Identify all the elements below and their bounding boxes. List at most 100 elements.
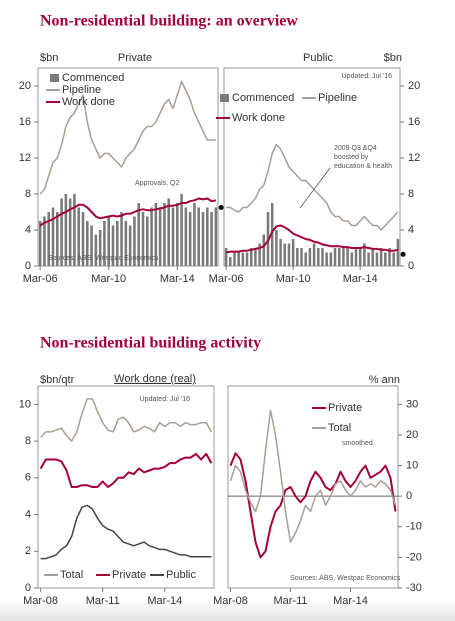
note: Updated: Jul '16 bbox=[342, 73, 392, 80]
series-line bbox=[225, 224, 399, 254]
bar bbox=[171, 207, 175, 266]
bar bbox=[388, 248, 391, 266]
source-note: Sources: ABS, Westpac Economics bbox=[48, 255, 159, 262]
bar bbox=[275, 230, 278, 266]
x-tick-label: Mar-14 bbox=[160, 273, 195, 285]
bar bbox=[210, 212, 213, 266]
bar bbox=[51, 207, 55, 266]
bar bbox=[116, 221, 119, 266]
y-tick-label: 10 bbox=[406, 459, 418, 471]
legend-swatch bbox=[220, 94, 229, 102]
bar bbox=[325, 252, 328, 266]
y-axis-label: $bn bbox=[40, 52, 58, 64]
bar bbox=[141, 212, 145, 266]
bar bbox=[329, 252, 333, 266]
annotation: Approvals, Q2 bbox=[135, 180, 179, 187]
y-tick-label: 0 bbox=[406, 490, 412, 502]
annotation: 2009 Q3 &Q4 bbox=[334, 145, 377, 152]
bar bbox=[77, 207, 80, 266]
bar bbox=[262, 234, 266, 266]
y-tick-label: -10 bbox=[406, 521, 422, 533]
bar bbox=[249, 248, 253, 266]
legend-label: Private bbox=[112, 569, 146, 581]
y-axis-label: % ann bbox=[369, 374, 400, 386]
panel-title: Work done (real) bbox=[114, 373, 196, 385]
bar bbox=[167, 198, 170, 266]
bar bbox=[287, 243, 291, 266]
bar bbox=[43, 216, 46, 266]
y-tick-label: 0 bbox=[25, 260, 31, 272]
legend-label: Work done bbox=[62, 96, 115, 108]
y-tick-label: 4 bbox=[25, 224, 31, 236]
series-line bbox=[229, 452, 397, 559]
bar bbox=[214, 207, 218, 266]
bar bbox=[146, 216, 149, 266]
y-tick-label: 10 bbox=[19, 398, 31, 410]
bar bbox=[379, 248, 383, 266]
y-tick-label: 0 bbox=[25, 582, 31, 594]
y-tick-label: 8 bbox=[408, 188, 414, 200]
bar bbox=[321, 248, 324, 266]
bar bbox=[81, 212, 85, 266]
bar bbox=[124, 221, 128, 266]
bar bbox=[304, 252, 307, 266]
bar bbox=[245, 252, 249, 266]
bar bbox=[120, 212, 123, 266]
panel-title: Public bbox=[303, 52, 333, 64]
bar bbox=[375, 252, 379, 266]
heading: Non-residential building activity bbox=[40, 335, 261, 352]
y-tick-label: 20 bbox=[19, 80, 31, 92]
legend-label: Total bbox=[60, 569, 83, 581]
bar bbox=[38, 221, 42, 266]
x-tick-label: Mar-14 bbox=[147, 595, 182, 607]
x-tick-label: Mar-14 bbox=[343, 273, 378, 285]
x-tick-label: Mar-11 bbox=[273, 595, 307, 607]
bar bbox=[154, 203, 158, 266]
footer-shade bbox=[0, 598, 455, 621]
bar bbox=[128, 225, 132, 266]
bar bbox=[90, 225, 93, 266]
bar bbox=[300, 248, 303, 266]
bar bbox=[346, 248, 349, 266]
bar bbox=[94, 234, 98, 266]
bar bbox=[150, 207, 153, 266]
bar bbox=[283, 243, 287, 266]
series-line bbox=[39, 197, 217, 227]
y-tick-label: 30 bbox=[406, 398, 418, 410]
bar bbox=[64, 194, 68, 266]
y-tick-label: 20 bbox=[406, 429, 418, 441]
bar bbox=[158, 207, 162, 266]
y-tick-label: -20 bbox=[406, 551, 422, 563]
bar bbox=[350, 252, 354, 266]
bar bbox=[358, 248, 362, 266]
series-line bbox=[229, 409, 397, 543]
bar bbox=[312, 243, 316, 266]
bar bbox=[60, 198, 63, 266]
y-axis-label: $bn bbox=[384, 52, 402, 64]
legend-swatch bbox=[50, 74, 59, 82]
x-tick-label: Mar-11 bbox=[86, 595, 120, 607]
y-tick-label: 16 bbox=[408, 116, 420, 128]
bar bbox=[308, 248, 312, 266]
bar bbox=[107, 216, 110, 266]
annotation-pointer bbox=[299, 167, 331, 209]
bar bbox=[193, 203, 196, 266]
bar bbox=[163, 203, 166, 266]
y-tick-label: 8 bbox=[25, 188, 31, 200]
y-tick-label: 6 bbox=[25, 472, 31, 484]
series-line bbox=[39, 452, 213, 488]
bar bbox=[384, 252, 387, 266]
annotation: education & health bbox=[334, 163, 392, 170]
source-note: Sources: ABS, Westpac Economics bbox=[290, 575, 401, 582]
series-line bbox=[40, 398, 213, 442]
y-tick-label: 12 bbox=[408, 152, 420, 164]
bar bbox=[241, 252, 245, 266]
x-tick-label: Mar-14 bbox=[333, 595, 368, 607]
bar bbox=[103, 221, 106, 266]
x-tick-label: Mar-08 bbox=[213, 595, 248, 607]
y-tick-label: 0 bbox=[408, 260, 414, 272]
bar bbox=[367, 252, 370, 266]
bar bbox=[56, 212, 59, 266]
y-tick-label: 4 bbox=[408, 224, 414, 236]
